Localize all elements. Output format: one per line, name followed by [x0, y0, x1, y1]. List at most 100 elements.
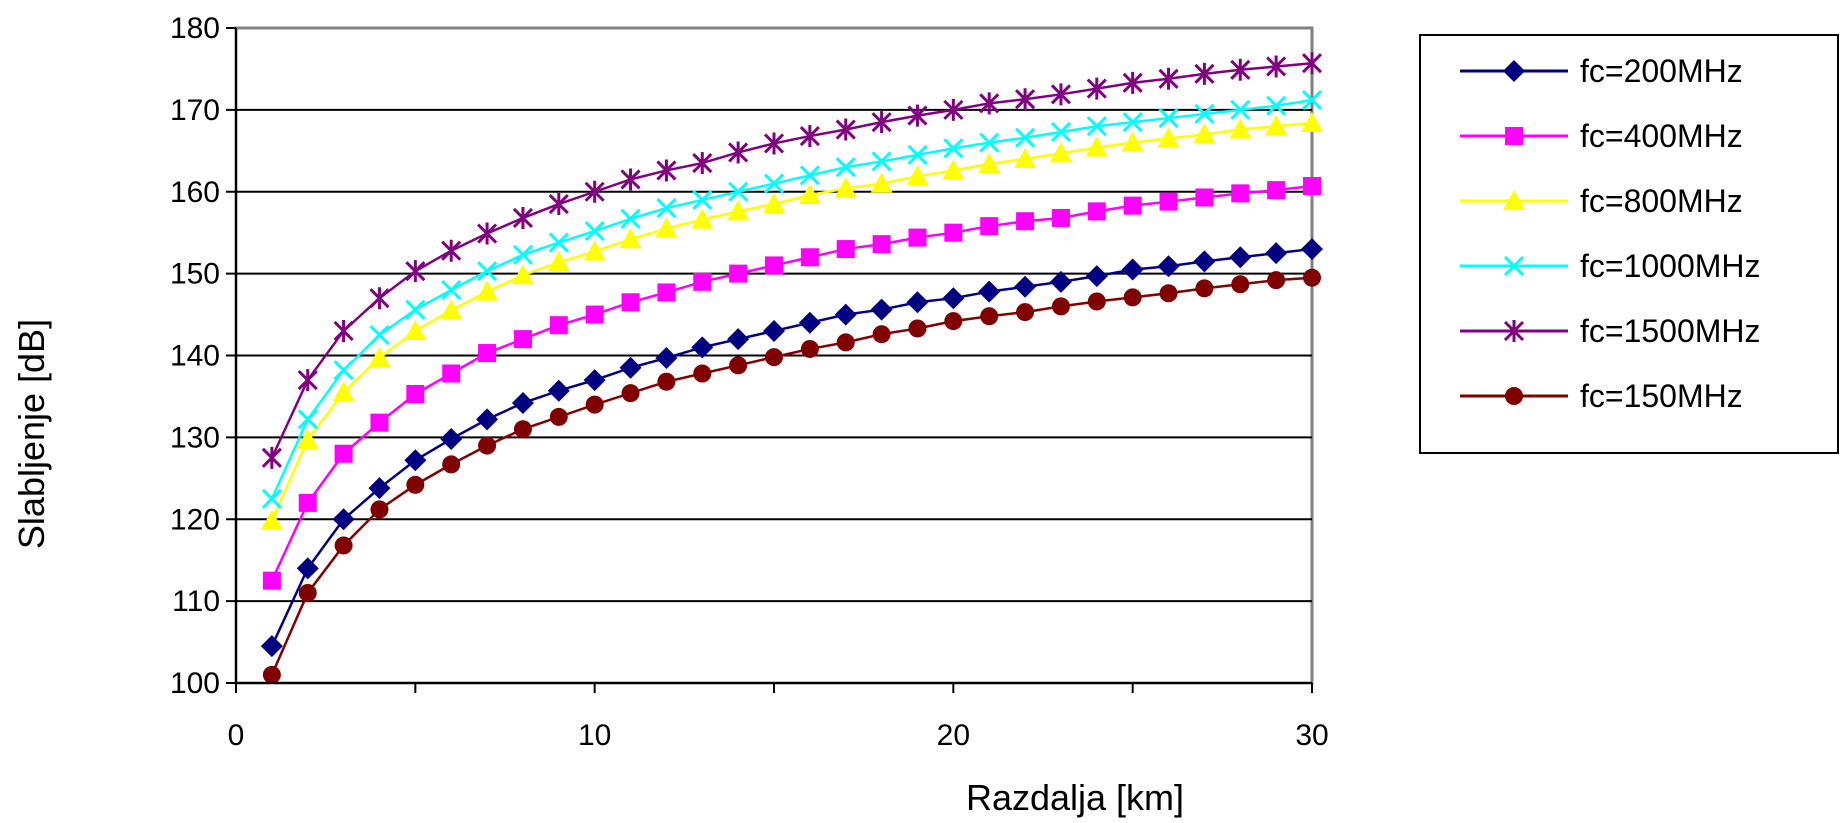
data-point: [765, 256, 783, 275]
y-tick-label: 150: [170, 258, 220, 291]
data-point: [619, 356, 642, 379]
data-point: [942, 287, 965, 310]
data-point: [978, 280, 1001, 303]
data-point: [369, 287, 390, 310]
y-axis-title: Slabljenje [dB]: [11, 319, 52, 549]
data-point: [835, 157, 856, 178]
data-point: [441, 279, 462, 301]
x-tick-label: 20: [937, 719, 970, 752]
legend-label: fc=150MHz: [1580, 378, 1743, 414]
data-point: [260, 509, 283, 530]
data-point: [441, 239, 462, 262]
data-point: [332, 508, 355, 531]
data-point: [1195, 279, 1214, 298]
data-point: [763, 193, 785, 214]
data-point: [943, 98, 964, 121]
data-point: [872, 325, 891, 344]
data-point: [1193, 123, 1216, 144]
y-tick-label: 130: [170, 421, 220, 454]
data-point: [1121, 131, 1144, 152]
y-axis: 100 110 120 130 140 150 160 170 180: [170, 12, 237, 700]
data-point: [656, 198, 677, 219]
data-point: [1015, 88, 1036, 111]
series-fc-1000mhz: [261, 89, 1323, 509]
data-point: [1015, 127, 1036, 148]
data-point: [368, 477, 391, 500]
data-point: [1301, 52, 1323, 75]
data-point: [907, 104, 928, 127]
data-point: [1266, 55, 1287, 78]
data-point: [1086, 77, 1107, 100]
data-point: [1195, 188, 1214, 207]
y-tick-label: 170: [170, 94, 220, 127]
data-point: [476, 280, 499, 301]
legend: fc=200MHz fc=400MHz fc=800MHz fc=1000MHz fc=…: [1419, 34, 1839, 454]
data-point: [906, 291, 929, 314]
data-point: [763, 173, 785, 194]
data-point: [836, 333, 855, 352]
data-point: [1265, 242, 1288, 265]
y-tick-label: 110: [172, 585, 220, 618]
data-point: [908, 228, 927, 247]
data-point: [333, 360, 354, 381]
data-point: [728, 141, 749, 164]
data-point: [440, 428, 463, 451]
data-point: [1303, 268, 1321, 287]
legend-label: fc=800MHz: [1580, 183, 1743, 219]
data-point: [406, 475, 425, 494]
data-point: [655, 217, 678, 238]
plot-area: [234, 26, 1323, 685]
series-fc-800mhz: [260, 111, 1323, 530]
data-point: [368, 346, 391, 367]
data-point: [298, 583, 317, 602]
data-point: [442, 455, 461, 474]
data-point: [1303, 177, 1321, 196]
data-point: [1121, 258, 1144, 281]
legend-marker: [1505, 387, 1523, 405]
data-point: [1085, 136, 1108, 157]
data-point: [297, 409, 318, 430]
data-point: [1085, 265, 1108, 288]
data-point: [1230, 58, 1251, 81]
data-point: [512, 244, 533, 265]
data-point: [1301, 111, 1323, 132]
data-point: [404, 449, 427, 472]
data-point: [1051, 297, 1070, 316]
data-point: [1014, 275, 1037, 298]
x-tick-label: 30: [1295, 719, 1328, 752]
data-point: [584, 180, 605, 203]
data-point: [477, 222, 498, 245]
data-point: [1266, 95, 1287, 116]
data-point: [1049, 270, 1072, 293]
data-point: [943, 138, 964, 159]
data-point: [1086, 116, 1107, 137]
data-point: [1159, 284, 1178, 303]
legend-marker: [1505, 127, 1523, 145]
data-point: [728, 181, 749, 202]
data-point: [1050, 121, 1071, 143]
y-tick-label: 120: [170, 503, 220, 536]
data-point: [620, 208, 641, 229]
data-point: [1016, 212, 1035, 231]
legend-label: fc=200MHz: [1580, 53, 1743, 89]
data-point: [547, 251, 570, 272]
data-point: [798, 311, 821, 334]
data-point: [870, 298, 893, 321]
data-point: [513, 420, 532, 439]
legend-label: fc=400MHz: [1580, 118, 1743, 154]
data-point: [334, 536, 353, 555]
data-point: [799, 165, 820, 186]
series-line: [270, 61, 1313, 459]
data-point: [262, 665, 281, 684]
data-point: [261, 446, 282, 469]
data-point: [1158, 67, 1179, 90]
data-point: [944, 223, 963, 242]
data-point: [547, 379, 570, 402]
data-point: [835, 118, 856, 141]
data-point: [549, 407, 568, 426]
data-point: [980, 217, 999, 236]
data-point: [1229, 118, 1252, 139]
data-point: [513, 330, 532, 349]
x-tick-label: 0: [228, 719, 245, 752]
